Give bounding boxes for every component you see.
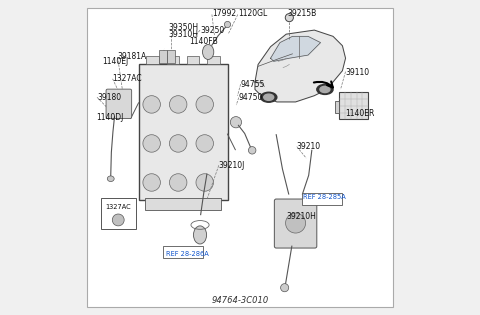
Text: 39210: 39210 — [297, 142, 321, 151]
Text: 39180: 39180 — [97, 93, 121, 102]
FancyBboxPatch shape — [275, 199, 317, 248]
Circle shape — [143, 174, 160, 191]
Circle shape — [112, 214, 124, 226]
Circle shape — [196, 135, 214, 152]
Text: 39210H: 39210H — [286, 212, 316, 221]
Text: 94755: 94755 — [240, 80, 265, 89]
Circle shape — [169, 96, 187, 113]
Bar — [158, 50, 167, 63]
Text: 1327AC: 1327AC — [113, 74, 142, 83]
Ellipse shape — [108, 176, 114, 181]
Bar — [167, 56, 179, 64]
Circle shape — [281, 284, 288, 292]
Circle shape — [196, 174, 214, 191]
Circle shape — [224, 21, 230, 28]
FancyBboxPatch shape — [106, 89, 132, 118]
Text: REF 28-286A: REF 28-286A — [166, 251, 208, 257]
Circle shape — [249, 146, 256, 154]
Circle shape — [143, 96, 160, 113]
Circle shape — [143, 135, 160, 152]
Ellipse shape — [193, 226, 206, 244]
Bar — [187, 56, 199, 64]
Bar — [167, 50, 175, 63]
Bar — [335, 101, 339, 112]
Ellipse shape — [203, 44, 214, 60]
Bar — [302, 193, 342, 205]
Text: 39110: 39110 — [346, 68, 370, 77]
Circle shape — [196, 96, 214, 113]
Text: 1140DJ: 1140DJ — [96, 113, 123, 122]
Polygon shape — [271, 36, 321, 61]
Ellipse shape — [261, 92, 277, 102]
Text: 1140FB: 1140FB — [190, 37, 218, 46]
Circle shape — [286, 213, 306, 233]
Circle shape — [169, 174, 187, 191]
Text: 94764-3C010: 94764-3C010 — [211, 296, 269, 305]
Text: 39250: 39250 — [200, 26, 224, 35]
Bar — [145, 198, 221, 210]
Polygon shape — [255, 30, 346, 102]
Ellipse shape — [264, 94, 274, 100]
Text: 39350H: 39350H — [169, 23, 199, 32]
Ellipse shape — [320, 86, 330, 93]
Circle shape — [169, 135, 187, 152]
Text: 17992: 17992 — [212, 9, 236, 18]
Text: 39215B: 39215B — [288, 9, 317, 18]
Ellipse shape — [317, 84, 333, 94]
Text: 39310H: 39310H — [169, 30, 199, 39]
Bar — [139, 64, 228, 200]
Text: 94750: 94750 — [239, 93, 263, 102]
Text: 1140EJ: 1140EJ — [103, 57, 129, 66]
Bar — [207, 56, 220, 64]
Bar — [339, 92, 368, 119]
Bar — [163, 246, 203, 258]
Circle shape — [230, 117, 241, 128]
Text: 39210J: 39210J — [219, 161, 245, 170]
Text: 1140ER: 1140ER — [346, 109, 375, 118]
Bar — [146, 56, 159, 64]
Text: REF 28-285A: REF 28-285A — [303, 194, 346, 200]
Text: 39181A: 39181A — [118, 52, 147, 60]
Circle shape — [285, 14, 293, 22]
Bar — [101, 198, 136, 229]
Text: 1120GL: 1120GL — [238, 9, 267, 18]
Text: 1327AC: 1327AC — [105, 204, 131, 210]
